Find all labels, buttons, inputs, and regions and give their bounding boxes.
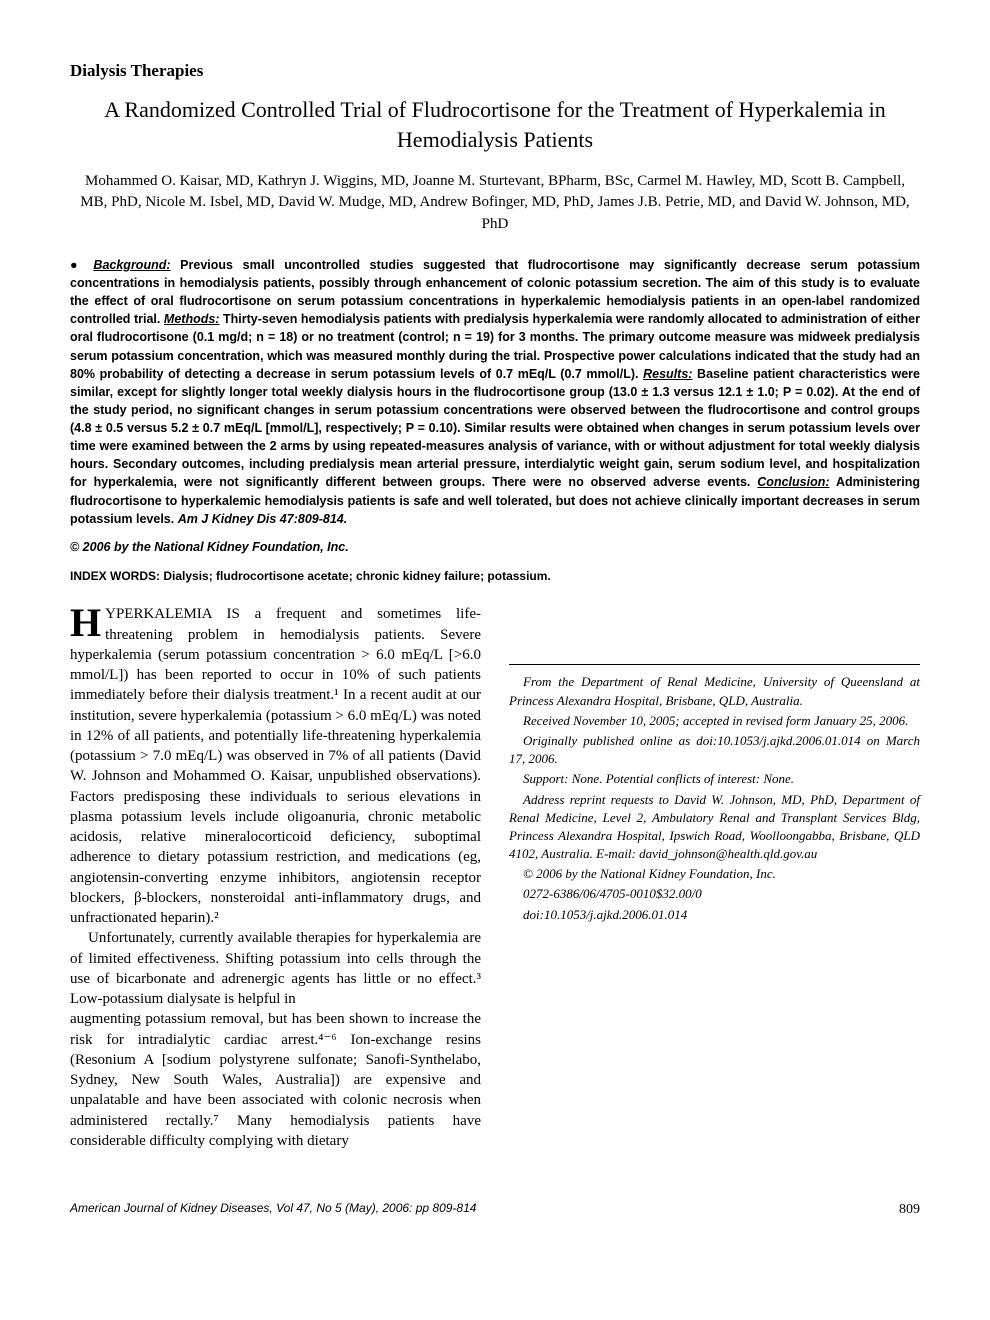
abstract-results-text: Baseline patient characteristics were si… bbox=[70, 367, 920, 490]
body-columns: HYPERKALEMIA IS a frequent and sometimes… bbox=[70, 604, 920, 1151]
body-p1-text: YPERKALEMIA IS a frequent and sometimes … bbox=[70, 606, 481, 926]
footer-journal-info: American Journal of Kidney Diseases, Vol… bbox=[70, 1201, 476, 1219]
abstract-block: ● Background: Previous small uncontrolle… bbox=[70, 256, 920, 528]
body-paragraph-1: HYPERKALEMIA IS a frequent and sometimes… bbox=[70, 604, 481, 928]
article-title: A Randomized Controlled Trial of Fludroc… bbox=[90, 95, 900, 154]
affil-address: Address reprint requests to David W. Joh… bbox=[509, 791, 920, 864]
abstract-methods-label: Methods: bbox=[164, 312, 220, 326]
affil-issn: 0272-6386/06/4705-0010$32.00/0 bbox=[509, 885, 920, 903]
affil-doi: doi:10.1053/j.ajkd.2006.01.014 bbox=[509, 906, 920, 924]
abstract-background-label: Background: bbox=[93, 258, 170, 272]
affil-copyright: © 2006 by the National Kidney Foundation… bbox=[509, 865, 920, 883]
index-words: INDEX WORDS: Dialysis; fludrocortisone a… bbox=[70, 569, 920, 584]
abstract-citation: Am J Kidney Dis 47:809-814. bbox=[178, 512, 348, 526]
page-footer: American Journal of Kidney Diseases, Vol… bbox=[70, 1201, 920, 1219]
abstract-results-label: Results: bbox=[643, 367, 692, 381]
body-paragraph-2: Unfortunately, currently available thera… bbox=[70, 928, 481, 1009]
author-list: Mohammed O. Kaisar, MD, Kathryn J. Wiggi… bbox=[70, 171, 920, 236]
abstract-copyright: © 2006 by the National Kidney Foundation… bbox=[70, 540, 920, 556]
affil-from: From the Department of Renal Medicine, U… bbox=[509, 673, 920, 709]
dropcap: H bbox=[70, 604, 105, 640]
abstract-bullet: ● bbox=[70, 258, 93, 272]
affil-online: Originally published online as doi:10.10… bbox=[509, 732, 920, 768]
affil-received: Received November 10, 2005; accepted in … bbox=[509, 712, 920, 730]
abstract-conclusion-label: Conclusion: bbox=[757, 475, 829, 489]
body-paragraph-3: augmenting potassium removal, but has be… bbox=[70, 1009, 481, 1151]
footer-page-number: 809 bbox=[899, 1201, 920, 1219]
section-heading: Dialysis Therapies bbox=[70, 60, 920, 81]
affil-support: Support: None. Potential conflicts of in… bbox=[509, 770, 920, 788]
affiliation-block: From the Department of Renal Medicine, U… bbox=[509, 664, 920, 923]
